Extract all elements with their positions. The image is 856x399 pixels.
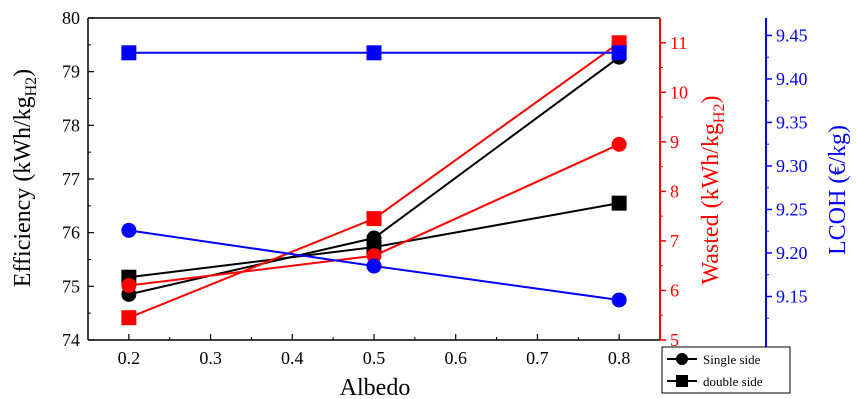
right-wasted-tick-label: 5 xyxy=(670,330,679,350)
data-point-right1-circle xyxy=(611,136,627,152)
data-point-right2-circle xyxy=(366,258,382,274)
x-tick-label: 0.6 xyxy=(444,348,467,368)
data-point-right2-square xyxy=(121,45,137,61)
x-tick-label: 0.4 xyxy=(281,348,304,368)
right-wasted-tick-label: 10 xyxy=(670,82,688,102)
right-wasted-tick-label: 6 xyxy=(670,280,679,300)
right-lcoh-tick-label: 9.40 xyxy=(776,69,808,89)
data-point-left-square xyxy=(611,195,627,211)
right-lcoh-tick-label: 9.25 xyxy=(776,199,808,219)
x-tick-label: 0.3 xyxy=(199,348,222,368)
left-tick-label: 80 xyxy=(62,8,80,28)
data-point-right2-square xyxy=(366,45,382,61)
legend-label-double-side: double side xyxy=(703,374,763,389)
left-tick-label: 77 xyxy=(62,169,80,189)
left-tick-label: 74 xyxy=(62,330,80,350)
right-lcoh-tick-label: 9.30 xyxy=(776,156,808,176)
data-point-right2-circle xyxy=(121,222,137,238)
right-wasted-tick-label: 11 xyxy=(670,33,687,53)
legend-label-single-side: Single side xyxy=(703,352,761,367)
legend-marker-circle xyxy=(676,353,688,365)
left-tick-label: 78 xyxy=(62,115,80,135)
right-axis-title-wasted: Wasted (kWh/kgH2) xyxy=(698,96,728,285)
right-axis-title-lcoh: LCOH (€/kg) xyxy=(825,125,851,255)
right-lcoh-tick-label: 9.35 xyxy=(776,112,808,132)
data-point-right1-square xyxy=(121,310,137,326)
left-tick-label: 79 xyxy=(62,62,80,82)
right-wasted-tick-label: 9 xyxy=(670,132,679,152)
right-lcoh-tick-label: 9.45 xyxy=(776,25,808,45)
x-tick-label: 0.2 xyxy=(118,348,141,368)
x-tick-label: 0.8 xyxy=(608,348,631,368)
left-tick-label: 76 xyxy=(62,223,80,243)
data-point-right2-circle xyxy=(611,292,627,308)
right-lcoh-tick-label: 9.15 xyxy=(776,286,808,306)
left-tick-label: 75 xyxy=(62,276,80,296)
data-point-right2-square xyxy=(611,45,627,61)
data-point-right1-square xyxy=(366,211,382,227)
legend: Single side double side xyxy=(661,346,791,394)
x-tick-label: 0.7 xyxy=(526,348,549,368)
right-wasted-tick-label: 7 xyxy=(670,231,679,251)
right-lcoh-tick-label: 9.20 xyxy=(776,243,808,263)
data-point-right1-circle xyxy=(121,278,137,294)
legend-marker-square xyxy=(676,375,688,387)
x-axis-title: Albedo xyxy=(340,375,411,399)
x-tick-label: 0.5 xyxy=(363,348,386,368)
left-axis-title: Efficiency (kWh/kgH2) xyxy=(10,69,40,287)
right-wasted-tick-label: 8 xyxy=(670,181,679,201)
